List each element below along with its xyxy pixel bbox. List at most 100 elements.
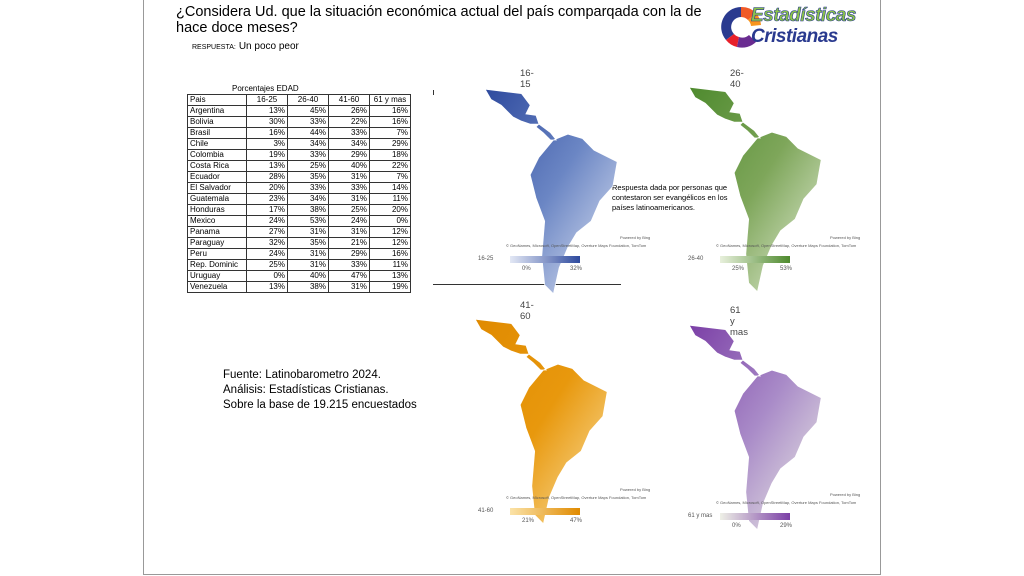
table-cell: 47%: [328, 270, 370, 282]
choropleth-map[interactable]: [682, 318, 827, 536]
table-cell: 40%: [287, 270, 329, 282]
choropleth-map[interactable]: [478, 82, 623, 300]
map-attribution: © GeoNames, Microsoft, OpenStreetMap, Ov…: [716, 243, 857, 248]
column-header: Pais: [187, 94, 247, 106]
table-cell: Bolivia: [187, 116, 247, 128]
table-cell: 34%: [287, 138, 329, 150]
map-region[interactable]: [688, 324, 822, 531]
choropleth-map[interactable]: [468, 312, 613, 530]
table-cell: 11%: [369, 259, 411, 271]
table-row: Honduras 17% 38% 25% 20%: [187, 204, 411, 216]
table-cell: Argentina: [187, 105, 247, 117]
answer-value: Un poco peor: [238, 41, 299, 52]
map-title: 61 y mas: [730, 305, 748, 338]
table-cell: Costa Rica: [187, 160, 247, 172]
table-cell: Paraguay: [187, 237, 247, 249]
table-row: Venezuela 13% 38% 31% 19%: [187, 281, 411, 293]
table-row: Panama 27% 31% 31% 12%: [187, 226, 411, 238]
table-cell: 3%: [246, 138, 288, 150]
table-cell: 30%: [246, 116, 288, 128]
source-line: Fuente: Latinobarometro 2024.: [223, 369, 381, 381]
table-cell: 16%: [369, 248, 411, 260]
column-header: 41-60: [328, 94, 370, 106]
column-header: 26-40: [287, 94, 329, 106]
table-cell: 12%: [369, 237, 411, 249]
table-cell: 29%: [369, 138, 411, 150]
table-cell: 33%: [287, 149, 329, 161]
legend-label: 16-25: [478, 256, 494, 262]
table-cell: 13%: [246, 105, 288, 117]
table-cell: 19%: [246, 149, 288, 161]
table-cell: Panama: [187, 226, 247, 238]
legend-min: 21%: [522, 518, 535, 524]
legend-label: 61 y mas: [688, 513, 713, 519]
table-cell: 29%: [328, 248, 370, 260]
logo: Estadísticas Cristianas: [718, 4, 868, 50]
table-row: Guatemala 23% 34% 31% 11%: [187, 193, 411, 205]
source-text: Fuente: Latinobarometro 2024. Análisis: …: [223, 368, 417, 413]
table-cell: Venezuela: [187, 281, 247, 293]
table-cell: 33%: [287, 182, 329, 194]
legend-label: 41-60: [478, 508, 494, 514]
table-cell: 53%: [287, 215, 329, 227]
legend-max: 47%: [570, 518, 583, 524]
table-cell: 7%: [369, 171, 411, 183]
table-cell: Chile: [187, 138, 247, 150]
table-cell: Guatemala: [187, 193, 247, 205]
table-cell: 25%: [328, 204, 370, 216]
table-cell: 31%: [328, 193, 370, 205]
map-attribution: © GeoNames, Microsoft, OpenStreetMap, Ov…: [506, 495, 647, 500]
table-cell: 7%: [369, 127, 411, 139]
table-cell: 34%: [328, 138, 370, 150]
table-row: Colombia 19% 33% 29% 18%: [187, 149, 411, 161]
table-cell: 0%: [369, 215, 411, 227]
powered-by: Powered by Bing: [620, 487, 651, 492]
legend-min: 0%: [522, 266, 531, 272]
table-cell: 23%: [246, 193, 288, 205]
map-region[interactable]: [688, 86, 822, 293]
map-region[interactable]: [474, 318, 608, 525]
table-cell: 16%: [246, 127, 288, 139]
table-cell: 21%: [328, 237, 370, 249]
table-cell: 22%: [328, 116, 370, 128]
page-frame: [143, 0, 881, 575]
legend-label: 26-40: [688, 256, 704, 262]
legend-gradient: [510, 256, 580, 263]
table-cell: Rep. Dominic: [187, 259, 247, 271]
table-cell: Mexico: [187, 215, 247, 227]
table-cell: 13%: [246, 160, 288, 172]
table-cell: Brasil: [187, 127, 247, 139]
table-cell: 12%: [369, 226, 411, 238]
legend-max: 53%: [780, 266, 793, 272]
table-row: El Salvador 20% 33% 33% 14%: [187, 182, 411, 194]
table-row: Chile 3% 34% 34% 29%: [187, 138, 411, 150]
table-row: Mexico 24% 53% 24% 0%: [187, 215, 411, 227]
table-cell: 31%: [287, 259, 329, 271]
answer-label: RESPUESTA:: [192, 44, 236, 51]
table-cell: Ecuador: [187, 171, 247, 183]
table-cell: 31%: [328, 281, 370, 293]
table-header-row: Pais 16-25 26-40 41-60 61 y mas: [187, 94, 411, 106]
choropleth-map[interactable]: [682, 80, 827, 298]
table-cell: 33%: [328, 259, 370, 271]
table-cell: 31%: [328, 226, 370, 238]
divider: [433, 284, 621, 285]
table-cell: Peru: [187, 248, 247, 260]
table-cell: El Salvador: [187, 182, 247, 194]
table-row: Uruguay 0% 40% 47% 13%: [187, 270, 411, 282]
table-row: Costa Rica 13% 25% 40% 22%: [187, 160, 411, 172]
legend-min: 0%: [732, 523, 741, 529]
logo-ring-icon: [721, 6, 761, 48]
powered-by: Powered by Bing: [830, 235, 861, 240]
map-title: 41-60: [520, 300, 534, 322]
legend-gradient: [720, 513, 790, 520]
table-cell: 35%: [287, 171, 329, 183]
map-region[interactable]: [484, 88, 618, 295]
table-cell: 0%: [246, 270, 288, 282]
table-row: Peru 24% 31% 29% 16%: [187, 248, 411, 260]
table-row: Ecuador 28% 35% 31% 7%: [187, 171, 411, 183]
divider: [433, 90, 434, 95]
table-cell: 24%: [246, 248, 288, 260]
table-cell: 13%: [246, 281, 288, 293]
answer-line: RESPUESTA: Un poco peor: [192, 41, 299, 54]
